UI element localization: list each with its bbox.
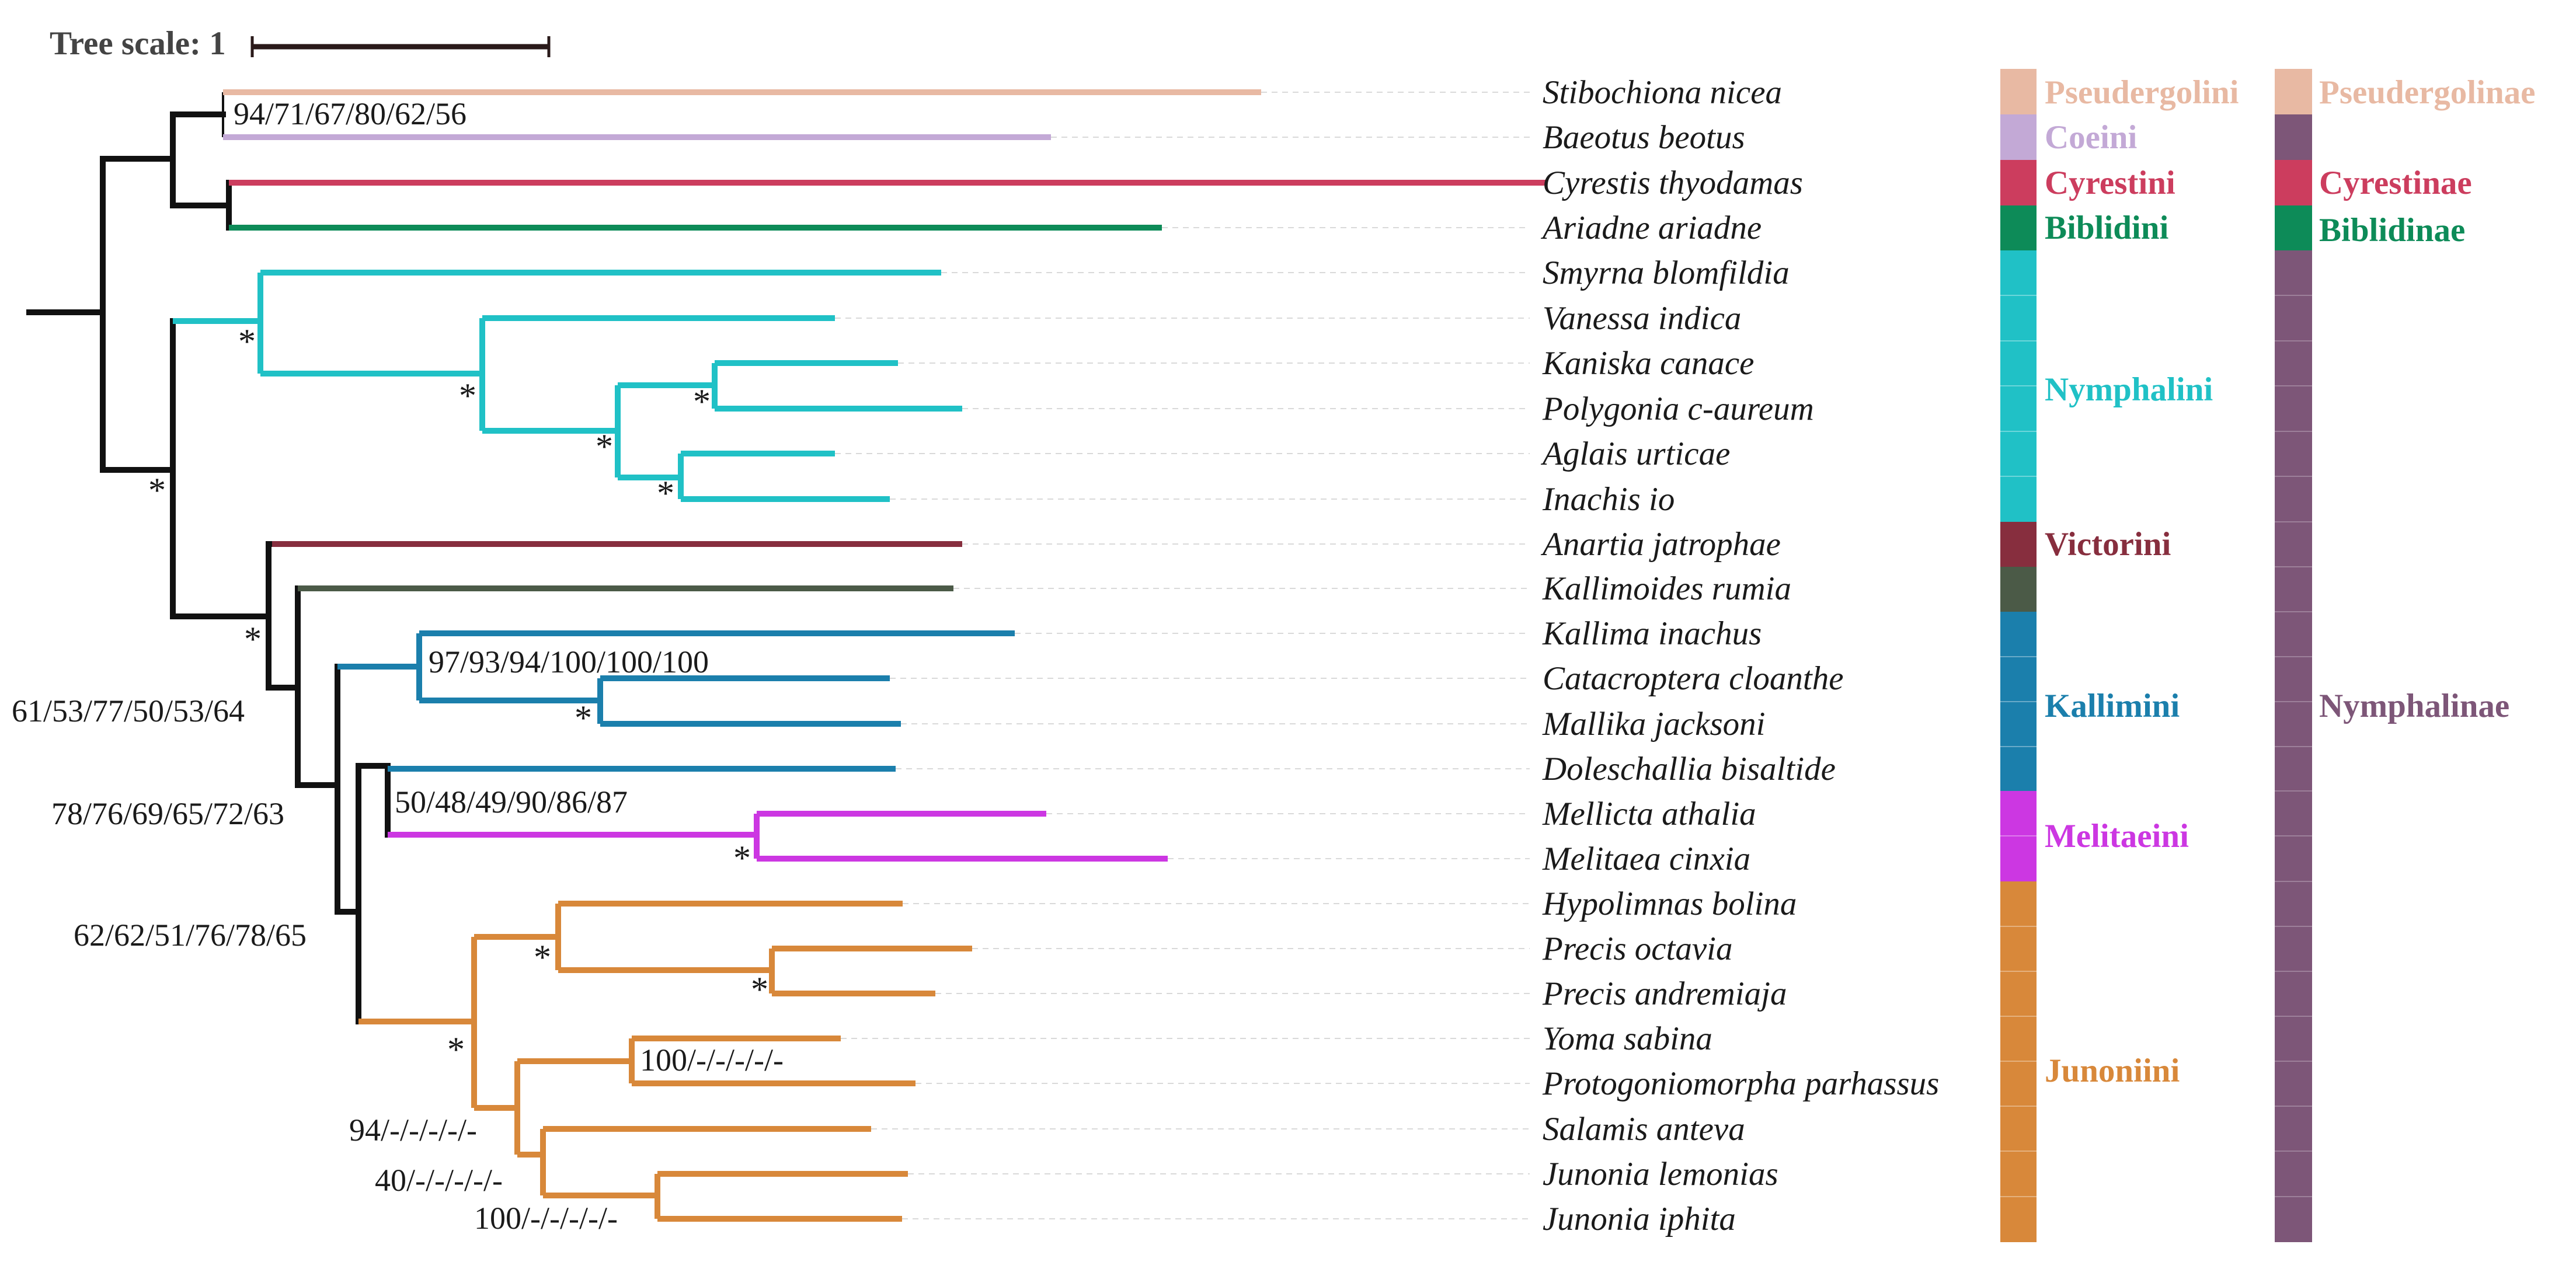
star-marker: *	[244, 620, 262, 658]
nymphalini-clade	[173, 270, 962, 502]
star-marker: *	[733, 839, 751, 877]
support-label: 100/-/-/-/-/-	[640, 1043, 784, 1078]
melitaeini-clade	[388, 811, 1168, 862]
tribe-label-biblidini: Biblidini	[2045, 210, 2168, 246]
support-values: 94/71/67/80/62/56 97/93/94/100/100/100 6…	[12, 96, 784, 1236]
taxon-label: Ariadne ariadne	[1540, 210, 1762, 246]
tribe-strip-dividers	[2000, 295, 2037, 1197]
tribe-block-victorini	[2000, 522, 2037, 567]
taxon-label: Vanessa indica	[1543, 300, 1741, 337]
taxon-label: Salamis anteva	[1543, 1111, 1745, 1148]
junoniini-clade	[358, 901, 972, 1222]
tribe-label-pseudergolini: Pseudergolini	[2045, 74, 2239, 111]
tip-branches	[173, 89, 1547, 1222]
taxon-label: Yoma sabina	[1543, 1020, 1712, 1057]
full-support-markers: * * * * * * * * * * * *	[148, 322, 768, 1069]
star-marker: *	[751, 970, 768, 1009]
tip-guide-lines	[835, 92, 1530, 1219]
tribe-label-junoniini: Junoniini	[2045, 1052, 2180, 1089]
taxon-label: Melitaea cinxia	[1542, 841, 1750, 877]
star-marker: *	[238, 322, 256, 361]
subfamily-color-strip	[2275, 69, 2312, 1242]
subfamily-block-unlabeled	[2275, 114, 2312, 160]
taxon-label: Catacroptera cloanthe	[1543, 660, 1844, 697]
star-marker: *	[534, 938, 551, 977]
subfamily-block-cyrestinae	[2275, 160, 2312, 205]
taxon-label: Anartia jatrophae	[1540, 526, 1781, 563]
kallimini-clade	[337, 630, 1015, 772]
support-label: 78/76/69/65/72/63	[51, 796, 284, 831]
taxon-label: Precis octavia	[1542, 930, 1733, 967]
support-label: 97/93/94/100/100/100	[429, 644, 709, 679]
support-label: 61/53/77/50/53/64	[12, 693, 245, 728]
subfamily-block-nymphalinae	[2275, 250, 2312, 1242]
tree-scale-label: Tree scale: 1	[50, 25, 226, 62]
subfamily-strip-dividers	[2275, 295, 2312, 1197]
taxon-label: Smyrna blomfildia	[1543, 255, 1790, 291]
taxon-label: Inachis io	[1542, 481, 1675, 518]
subfamily-label-pseudergolinae: Pseudergolinae	[2319, 74, 2535, 111]
taxon-label: Mellicta athalia	[1542, 796, 1756, 832]
taxon-label: Baeotus beotus	[1543, 119, 1745, 156]
tribe-labels: Pseudergolini Coeini Cyrestini Biblidini…	[2045, 74, 2239, 1089]
star-marker: *	[459, 376, 476, 415]
tribe-label-kallimini: Kallimini	[2045, 688, 2180, 724]
star-marker: *	[447, 1030, 465, 1069]
tribe-block-coeini	[2000, 114, 2037, 160]
taxon-label: Polygonia c-aureum	[1542, 391, 1814, 427]
subfamily-block-biblidinae	[2275, 205, 2312, 250]
tribe-block-kallimini	[2000, 612, 2037, 791]
taxon-label: Precis andremiaja	[1542, 975, 1787, 1012]
support-label: 40/-/-/-/-/-	[375, 1163, 503, 1198]
tribe-block-nymphalini	[2000, 250, 2037, 522]
tribe-label-cyrestini: Cyrestini	[2045, 165, 2175, 201]
stem-branches	[26, 111, 391, 1024]
taxon-labels: Stibochiona nicea Baeotus beotus Cyresti…	[1540, 74, 1939, 1237]
taxon-label: Junonia lemonias	[1543, 1156, 1778, 1193]
support-label: 94/-/-/-/-/-	[349, 1113, 477, 1148]
taxon-label: Hypolimnas bolina	[1542, 886, 1797, 922]
support-label: 100/-/-/-/-/-	[474, 1201, 618, 1236]
star-marker: *	[596, 427, 613, 466]
tribe-label-victorini: Victorini	[2045, 526, 2171, 563]
tribe-block-junoniini	[2000, 881, 2037, 1242]
taxon-label: Doleschallia bisaltide	[1542, 751, 1836, 787]
tribe-label-melitaeini: Melitaeini	[2045, 818, 2189, 855]
tribe-label-coeini: Coeini	[2045, 119, 2137, 156]
subfamily-label-nymphalinae: Nymphalinae	[2319, 688, 2509, 724]
tree-scale-bar	[250, 36, 551, 57]
tribe-block-biblidini	[2000, 205, 2037, 250]
taxon-label: Kallima inachus	[1542, 615, 1762, 652]
star-marker: *	[575, 699, 592, 737]
tribe-block-kallimoides	[2000, 567, 2037, 612]
taxon-label: Stibochiona nicea	[1543, 74, 1782, 111]
taxon-label: Kallimoides rumia	[1542, 570, 1791, 607]
tribe-block-cyrestini	[2000, 160, 2037, 205]
taxon-label: Aglais urticae	[1540, 435, 1730, 472]
subfamily-label-biblidinae: Biblidinae	[2319, 212, 2465, 249]
star-marker: *	[693, 382, 711, 421]
subfamily-block-pseudergolinae	[2275, 69, 2312, 114]
taxon-label: Kaniska canace	[1542, 345, 1754, 382]
taxon-label: Mallika jacksoni	[1542, 706, 1766, 742]
tribe-block-pseudergolini	[2000, 69, 2037, 114]
taxon-label: Protogoniomorpha parhassus	[1542, 1065, 1939, 1102]
tribe-label-nymphalini: Nymphalini	[2045, 371, 2213, 408]
tribe-color-strip	[2000, 69, 2037, 1242]
taxon-label: Cyrestis thyodamas	[1543, 165, 1803, 201]
star-marker: *	[148, 471, 166, 510]
subfamily-labels: Pseudergolinae Cyrestinae Biblidinae Nym…	[2319, 74, 2535, 724]
subfamily-label-cyrestinae: Cyrestinae	[2319, 165, 2472, 201]
support-label: 50/48/49/90/86/87	[395, 785, 628, 820]
taxon-label: Junonia iphita	[1543, 1201, 1736, 1237]
support-label: 62/62/51/76/78/65	[74, 918, 307, 953]
star-marker: *	[657, 474, 674, 513]
tribe-block-melitaeini	[2000, 791, 2037, 881]
support-label: 94/71/67/80/62/56	[234, 96, 467, 131]
